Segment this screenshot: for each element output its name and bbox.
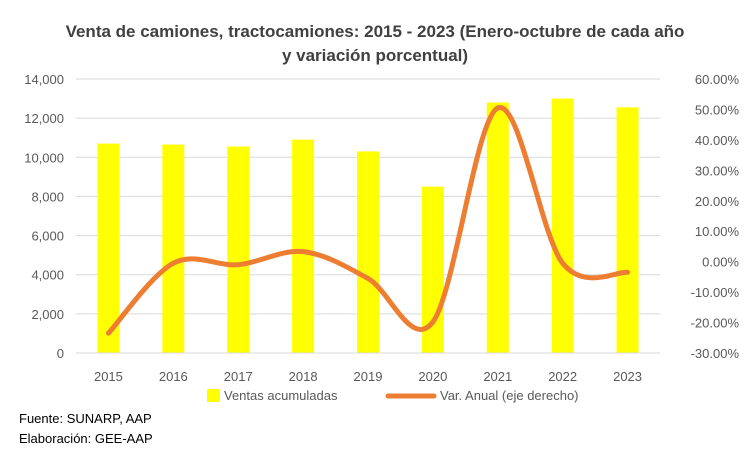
x-tick-label: 2021 [483,369,512,384]
left-tick-label: 10,000 [24,150,64,165]
bar [227,146,250,353]
bar [97,143,120,353]
left-tick-label: 8,000 [31,189,64,204]
source-note: Fuente: SUNARP, AAP [19,411,152,426]
x-tick-label: 2017 [224,369,253,384]
right-tick-label: 0.00% [702,255,739,270]
right-tick-label: 50.00% [695,102,740,117]
x-tick-label: 2020 [418,369,447,384]
bar [616,107,639,353]
right-tick-label: 20.00% [695,194,740,209]
bar [357,151,379,353]
x-tick-label: 2016 [159,369,188,384]
left-axis: 0 2,000 4,000 6,000 8,000 10,000 12,000 14,000 [24,72,64,361]
left-tick-label: 4,000 [31,268,64,283]
line-series [105,105,631,336]
right-tick-label: 40.00% [695,133,740,148]
legend-swatch-bars [207,389,220,402]
bar [292,139,315,353]
legend-label-bars: Ventas acumuladas [224,388,338,403]
left-tick-label: 6,000 [31,229,64,244]
credit-note: Elaboración: GEE-AAP [19,431,153,446]
x-tick-label: 2019 [354,369,383,384]
x-tick-label: 2018 [289,369,318,384]
bar [551,98,574,353]
right-tick-label: 30.00% [695,163,740,178]
chart-title: Venta de camiones, tractocamiones: 2015 … [65,22,685,65]
x-axis: 2015 2016 2017 2018 2019 2020 2021 2022 2023 [76,352,660,384]
right-tick-label: -30.00% [691,346,740,361]
right-axis: -30.00% -20.00% -10.00% 0.00% 10.00% 20.00% 30… [691,72,740,361]
right-tick-label: 60.00% [695,72,740,87]
right-tick-label: 10.00% [695,224,740,239]
right-tick-label: -10.00% [691,285,740,300]
x-tick-label: 2023 [613,369,642,384]
bar [486,102,509,353]
bar-series [97,98,639,353]
left-tick-label: 12,000 [24,111,64,126]
legend: Ventas acumuladas Var. Anual (eje derech… [207,388,579,403]
x-tick-label: 2015 [94,369,123,384]
left-tick-label: 0 [57,346,64,361]
bar [162,144,185,353]
right-tick-label: -20.00% [691,316,740,331]
left-tick-label: 14,000 [24,72,64,87]
x-tick-label: 2022 [548,369,577,384]
left-tick-label: 2,000 [31,307,64,322]
line-path [105,105,631,336]
legend-label-line: Var. Anual (eje derecho) [440,388,579,403]
